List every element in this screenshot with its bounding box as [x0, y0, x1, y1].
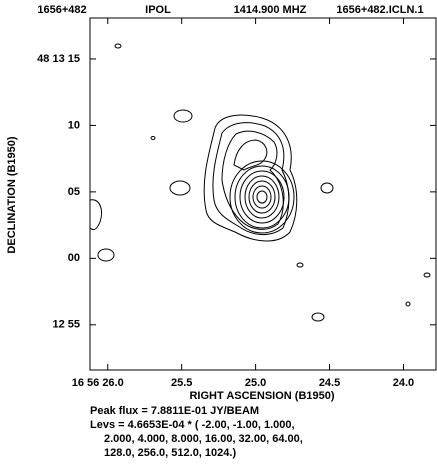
y-tick-label: 12 55: [52, 319, 80, 331]
x-tick-label: 24.5: [319, 377, 340, 389]
x-axis-label: RIGHT ASCENSION (B1950): [189, 390, 334, 402]
y-tick-label: 05: [68, 186, 80, 198]
header-text: 1656+482: [37, 4, 86, 16]
footer-text: Levs = 4.6653E-04 * ( -2.00, -1.00, 1.00…: [90, 419, 295, 431]
y-tick-label: 10: [68, 119, 80, 131]
y-axis-label: DECLINATION (B1950): [6, 136, 18, 253]
x-tick-label: 24.0: [393, 377, 414, 389]
header-text: 1414.900 MHZ: [234, 4, 307, 16]
contours: [89, 43, 431, 322]
y-tick-label: 48 13 15: [37, 53, 80, 65]
plot-frame: [89, 17, 437, 371]
x-tick-label: 25.0: [245, 377, 266, 389]
x-tick-label: 25.5: [171, 377, 192, 389]
header-text: IPOL: [145, 4, 171, 16]
x-tick-label: 16 56 26.0: [72, 377, 124, 389]
footer-text: 128.0, 256.0, 512.0, 1024.): [104, 447, 236, 459]
footer-text: 2.000, 4.000, 8.000, 16.00, 32.00, 64.00…: [104, 433, 303, 445]
footer-text: Peak flux = 7.8811E-01 JY/BEAM: [90, 405, 259, 417]
header-text: 1656+482.ICLN.1: [336, 4, 423, 16]
y-tick-label: 00: [68, 252, 80, 264]
